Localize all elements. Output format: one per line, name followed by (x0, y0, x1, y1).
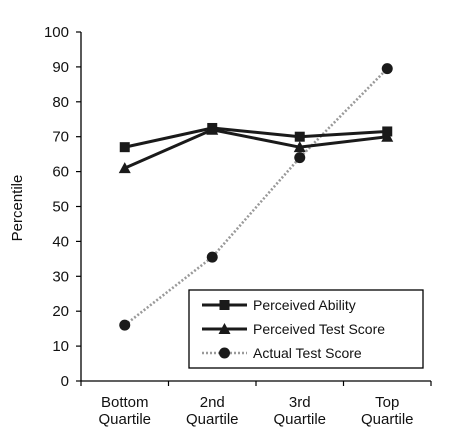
x-category-label: Bottom Quartile (98, 394, 151, 428)
series-circle (119, 63, 393, 331)
data-point-circle (206, 251, 218, 263)
legend-label: Perceived Ability (253, 297, 356, 313)
x-category-label: 2nd Quartile (186, 394, 239, 428)
data-point-circle (381, 63, 393, 75)
data-point-circle (294, 152, 306, 164)
y-tick-label: 60 (52, 164, 69, 181)
y-tick-label: 70 (52, 129, 69, 146)
x-category-label: Top Quartile (361, 394, 414, 428)
y-tick-label: 90 (52, 59, 69, 76)
legend-marker-square (219, 300, 230, 310)
x-category-label: 3rd Quartile (273, 394, 326, 428)
series-square (119, 122, 393, 153)
y-tick-label: 20 (52, 303, 69, 320)
legend-label: Actual Test Score (253, 345, 362, 361)
axes: 0 10 20 30 40 50 60 70 80 90 100 Bottom Quartile 2nd Q… (44, 24, 432, 428)
y-tick-label: 0 (61, 373, 69, 390)
y-axis-title: Percentile (9, 175, 26, 242)
series-layer (118, 63, 394, 331)
series-line (124, 126, 388, 149)
data-point-square (382, 126, 393, 137)
data-point-square (294, 131, 305, 142)
data-point-triangle (118, 162, 131, 174)
y-tick-label: 100 (44, 24, 69, 41)
legend-marker-triangle (218, 323, 231, 334)
data-point-square (119, 142, 130, 153)
data-point-circle (119, 319, 131, 331)
legend-marker-circle (219, 347, 230, 359)
data-point-triangle (293, 141, 306, 153)
y-tick-label: 30 (52, 268, 69, 285)
legend-label: Perceived Test Score (253, 321, 385, 337)
legend: Perceived Ability Perceived Test Score Act… (188, 289, 424, 369)
series-line (123, 67, 389, 327)
y-tick-label: 40 (52, 233, 69, 250)
y-tick-label: 50 (52, 199, 69, 216)
y-tick-label: 10 (52, 338, 69, 355)
data-point-square (207, 122, 218, 133)
y-tick-label: 80 (52, 94, 69, 111)
series-line (124, 128, 388, 170)
